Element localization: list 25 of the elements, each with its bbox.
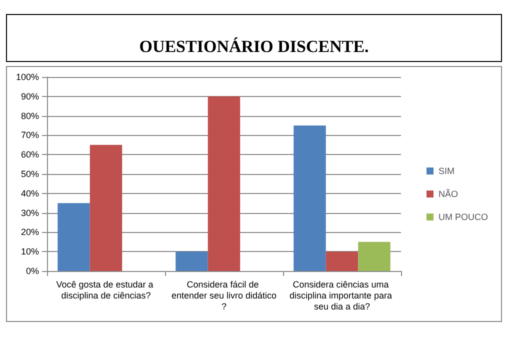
y-tick-label: 100%	[16, 72, 39, 82]
bar	[208, 96, 240, 271]
legend-label: UM POUCO	[438, 212, 488, 222]
bar	[58, 203, 90, 271]
x-tick-label: Você gosta de estudar a disciplina de ciências?	[56, 280, 156, 300]
y-tick-label: 60%	[20, 150, 39, 160]
y-tick-label: 40%	[20, 188, 39, 198]
y-tick-label: 50%	[20, 169, 39, 179]
x-tick-label: Considera ciências uma disciplina importante para seu dia a dia?	[289, 280, 395, 312]
legend-label: SIM	[438, 166, 455, 176]
bar	[90, 144, 122, 271]
bar	[326, 252, 358, 271]
y-tick-label: 10%	[20, 246, 39, 257]
bar	[358, 242, 390, 271]
x-tick-label: Considera fácil de entender seu livro didático?	[171, 280, 277, 312]
chart-title: OUESTIONÁRIO DISCENTE.	[138, 37, 370, 57]
y-tick-label: 20%	[20, 227, 39, 238]
y-tick-label: 70%	[20, 130, 39, 140]
y-tick-label: 0%	[26, 266, 39, 276]
y-tick-label: 90%	[20, 91, 39, 102]
legend-label: NÃO	[438, 189, 458, 199]
y-tick-label: 80%	[20, 110, 39, 121]
bar	[176, 252, 208, 271]
bar	[294, 126, 326, 271]
y-tick-label: 30%	[20, 208, 39, 218]
